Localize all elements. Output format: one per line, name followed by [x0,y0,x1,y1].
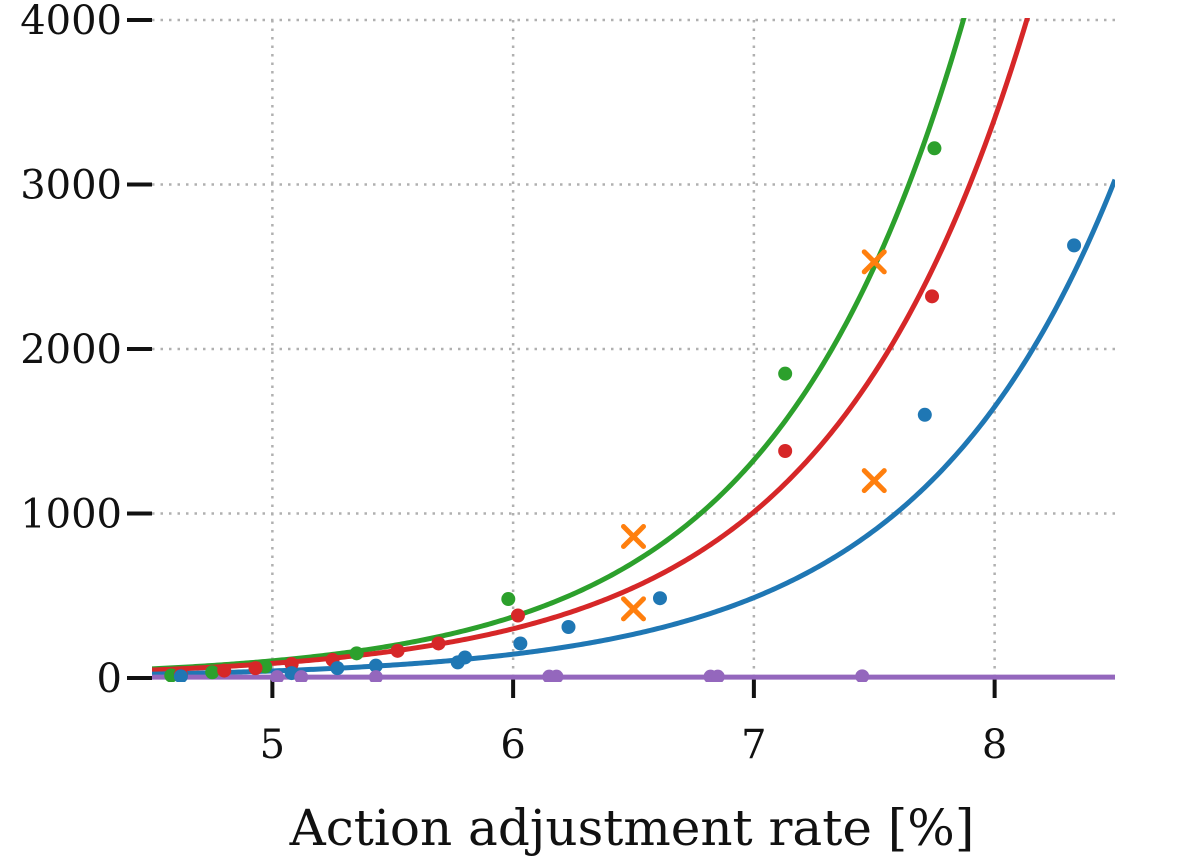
data-point [549,669,564,682]
data-point [330,661,345,676]
y-tick-label: 4000 [20,0,122,44]
data-point [778,443,793,458]
data-point [368,670,383,682]
data-point [173,669,188,682]
data-point [561,620,576,635]
y-tick-label: 0 [97,656,122,702]
data-point [778,366,793,381]
data-point [294,670,309,682]
x-axis: 5 6 7 8 [260,678,1007,768]
data-point [927,141,942,156]
data-point [368,658,383,673]
data-point [917,407,932,422]
data-point [217,663,232,678]
y-tick-label: 3000 [20,163,122,209]
fit-curve [152,18,1030,673]
data-point [510,608,525,623]
x-marker [861,249,887,275]
data-point [855,669,870,682]
fit-curves [152,18,1115,680]
data-point [710,669,725,682]
fit-curve [152,18,967,672]
x-tick-label: 6 [500,722,525,768]
x-marker [621,596,646,622]
x-axis-label: Action adjustment rate [%] [289,799,975,857]
data-point [652,591,667,606]
y-tick-label: 1000 [20,492,122,538]
x-marker [621,524,646,550]
grid-lines [152,18,1115,680]
data-point [501,592,516,607]
data-point [205,665,220,680]
data-point [248,661,263,676]
data-point [349,646,364,661]
data-point [513,636,528,651]
fit-curve [152,178,1115,677]
y-tick-label: 2000 [20,327,122,373]
data-point [431,636,446,651]
y-axis: 0 1000 2000 3000 4000 [20,0,152,702]
data-point [270,670,285,682]
x-tick-label: 7 [741,722,766,768]
orange-x-markers [621,249,887,622]
data-point [925,289,940,304]
x-tick-label: 5 [260,722,285,768]
data-point [457,650,472,665]
x-tick-label: 8 [982,722,1007,768]
data-points [164,141,1082,682]
data-point [390,643,405,658]
x-marker [861,468,887,494]
data-point [1067,238,1082,253]
